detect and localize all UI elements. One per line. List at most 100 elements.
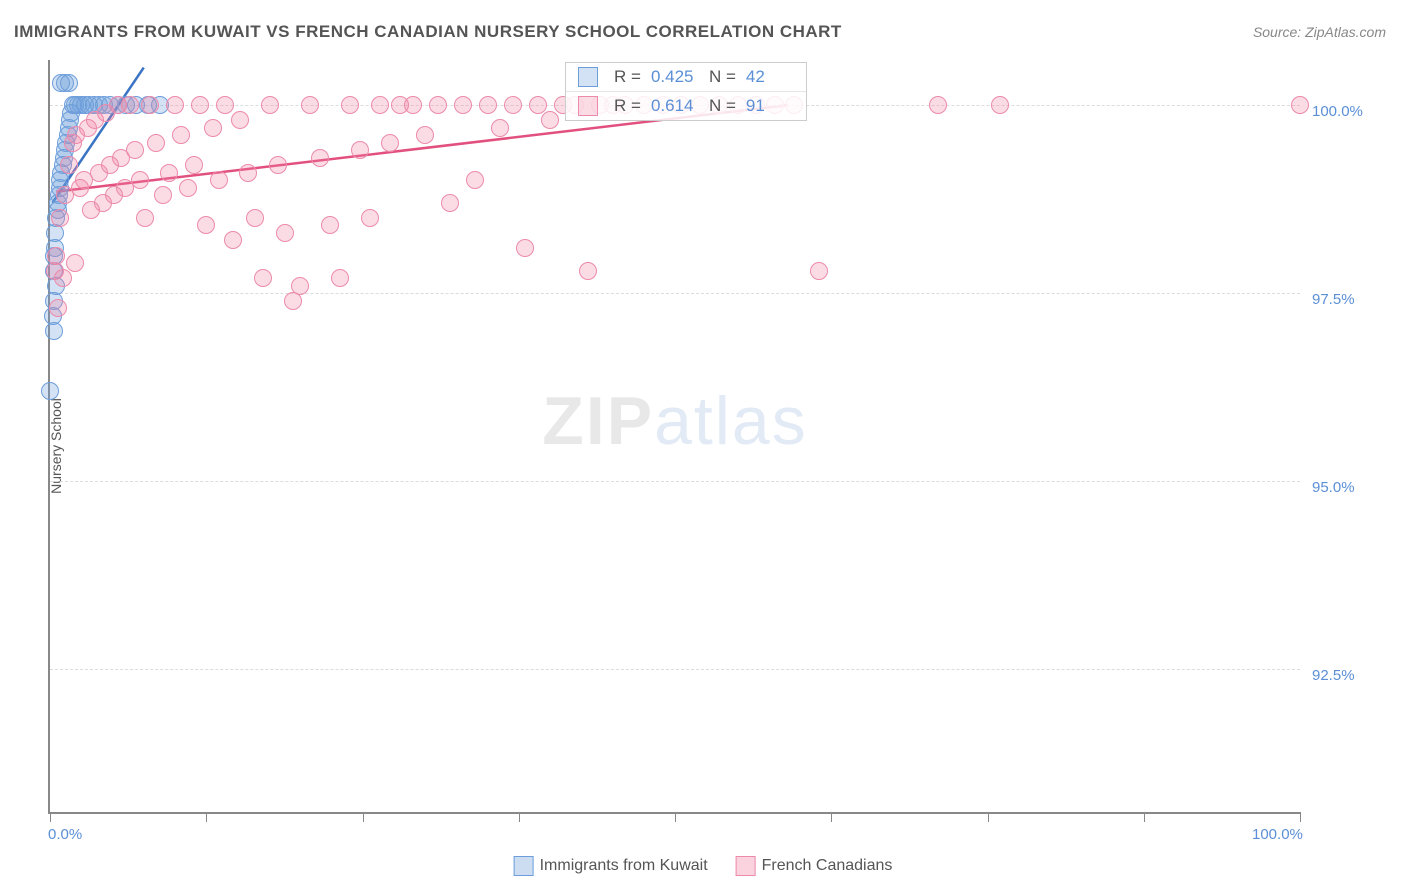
watermark-atlas: atlas bbox=[654, 383, 808, 459]
data-point bbox=[491, 119, 509, 137]
x-tick bbox=[1300, 812, 1301, 822]
y-tick-label: 92.5% bbox=[1312, 667, 1355, 684]
data-point bbox=[404, 96, 422, 114]
data-point bbox=[131, 171, 149, 189]
data-point bbox=[331, 269, 349, 287]
data-point bbox=[60, 156, 78, 174]
data-point bbox=[231, 111, 249, 129]
gridline bbox=[50, 669, 1300, 670]
watermark-zip: ZIP bbox=[542, 383, 654, 459]
data-point bbox=[261, 96, 279, 114]
data-point bbox=[341, 96, 359, 114]
data-point bbox=[66, 254, 84, 272]
data-point bbox=[210, 171, 228, 189]
data-point bbox=[141, 96, 159, 114]
data-point bbox=[321, 216, 339, 234]
data-point bbox=[269, 156, 287, 174]
chart-title: IMMIGRANTS FROM KUWAIT VS FRENCH CANADIA… bbox=[14, 22, 842, 42]
x-tick bbox=[675, 812, 676, 822]
data-point bbox=[239, 164, 257, 182]
data-point bbox=[147, 134, 165, 152]
stat-label-r: R = bbox=[614, 96, 641, 116]
plot-area: ZIPatlas 92.5%95.0%97.5%100.0%0.0%100.0% bbox=[48, 60, 1300, 814]
data-point bbox=[191, 96, 209, 114]
stat-value-r: 0.425 bbox=[651, 67, 699, 87]
data-point bbox=[179, 179, 197, 197]
gridline bbox=[50, 481, 1300, 482]
stat-label-r: R = bbox=[614, 67, 641, 87]
y-tick-label: 97.5% bbox=[1312, 291, 1355, 308]
y-tick-label: 100.0% bbox=[1312, 103, 1363, 120]
data-point bbox=[276, 224, 294, 242]
data-point bbox=[60, 74, 78, 92]
data-point bbox=[466, 171, 484, 189]
data-point bbox=[41, 382, 59, 400]
legend-label: Immigrants from Kuwait bbox=[540, 857, 708, 874]
data-point bbox=[529, 96, 547, 114]
data-point bbox=[810, 262, 828, 280]
stat-value-n: 42 bbox=[746, 67, 794, 87]
data-point bbox=[45, 322, 63, 340]
data-point bbox=[371, 96, 389, 114]
x-tick bbox=[519, 812, 520, 822]
data-point bbox=[204, 119, 222, 137]
series-swatch bbox=[578, 67, 598, 87]
chart-container: IMMIGRANTS FROM KUWAIT VS FRENCH CANADIA… bbox=[0, 0, 1406, 892]
data-point bbox=[381, 134, 399, 152]
data-point bbox=[416, 126, 434, 144]
watermark: ZIPatlas bbox=[542, 382, 807, 460]
data-point bbox=[516, 239, 534, 257]
data-point bbox=[136, 209, 154, 227]
data-point bbox=[51, 209, 69, 227]
x-tick bbox=[1144, 812, 1145, 822]
data-point bbox=[197, 216, 215, 234]
data-point bbox=[991, 96, 1009, 114]
data-point bbox=[54, 269, 72, 287]
stats-legend-box: R = 0.425 N = 42 R = 0.614 N = 91 bbox=[565, 62, 807, 121]
gridline bbox=[50, 293, 1300, 294]
data-point bbox=[254, 269, 272, 287]
y-tick-label: 95.0% bbox=[1312, 479, 1355, 496]
source-label: Source: ZipAtlas.com bbox=[1253, 24, 1386, 40]
legend-label: French Canadians bbox=[762, 857, 893, 874]
data-point bbox=[441, 194, 459, 212]
data-point bbox=[361, 209, 379, 227]
series-swatch bbox=[578, 96, 598, 116]
data-point bbox=[185, 156, 203, 174]
data-point bbox=[291, 277, 309, 295]
x-tick bbox=[988, 812, 989, 822]
legend-item: Immigrants from Kuwait bbox=[514, 856, 708, 876]
data-point bbox=[504, 96, 522, 114]
x-tick-label: 100.0% bbox=[1252, 826, 1303, 843]
legend-item: French Canadians bbox=[736, 856, 893, 876]
stat-label-n: N = bbox=[709, 96, 736, 116]
legend-bottom: Immigrants from Kuwait French Canadians bbox=[514, 856, 893, 876]
data-point bbox=[49, 299, 67, 317]
x-tick bbox=[50, 812, 51, 822]
x-tick-label: 0.0% bbox=[48, 826, 82, 843]
x-tick bbox=[363, 812, 364, 822]
data-point bbox=[172, 126, 190, 144]
legend-swatch bbox=[514, 856, 534, 876]
legend-swatch bbox=[736, 856, 756, 876]
data-point bbox=[1291, 96, 1309, 114]
data-point bbox=[216, 96, 234, 114]
data-point bbox=[541, 111, 559, 129]
stat-value-r: 0.614 bbox=[651, 96, 699, 116]
stat-value-n: 91 bbox=[746, 96, 794, 116]
data-point bbox=[429, 96, 447, 114]
data-point bbox=[579, 262, 597, 280]
stat-label-n: N = bbox=[709, 67, 736, 87]
data-point bbox=[351, 141, 369, 159]
stats-row: R = 0.614 N = 91 bbox=[566, 92, 806, 120]
data-point bbox=[301, 96, 319, 114]
data-point bbox=[121, 96, 139, 114]
regression-lines bbox=[50, 60, 1300, 812]
data-point bbox=[126, 141, 144, 159]
data-point bbox=[154, 186, 172, 204]
data-point bbox=[929, 96, 947, 114]
data-point bbox=[166, 96, 184, 114]
data-point bbox=[246, 209, 264, 227]
data-point bbox=[454, 96, 472, 114]
x-tick bbox=[206, 812, 207, 822]
